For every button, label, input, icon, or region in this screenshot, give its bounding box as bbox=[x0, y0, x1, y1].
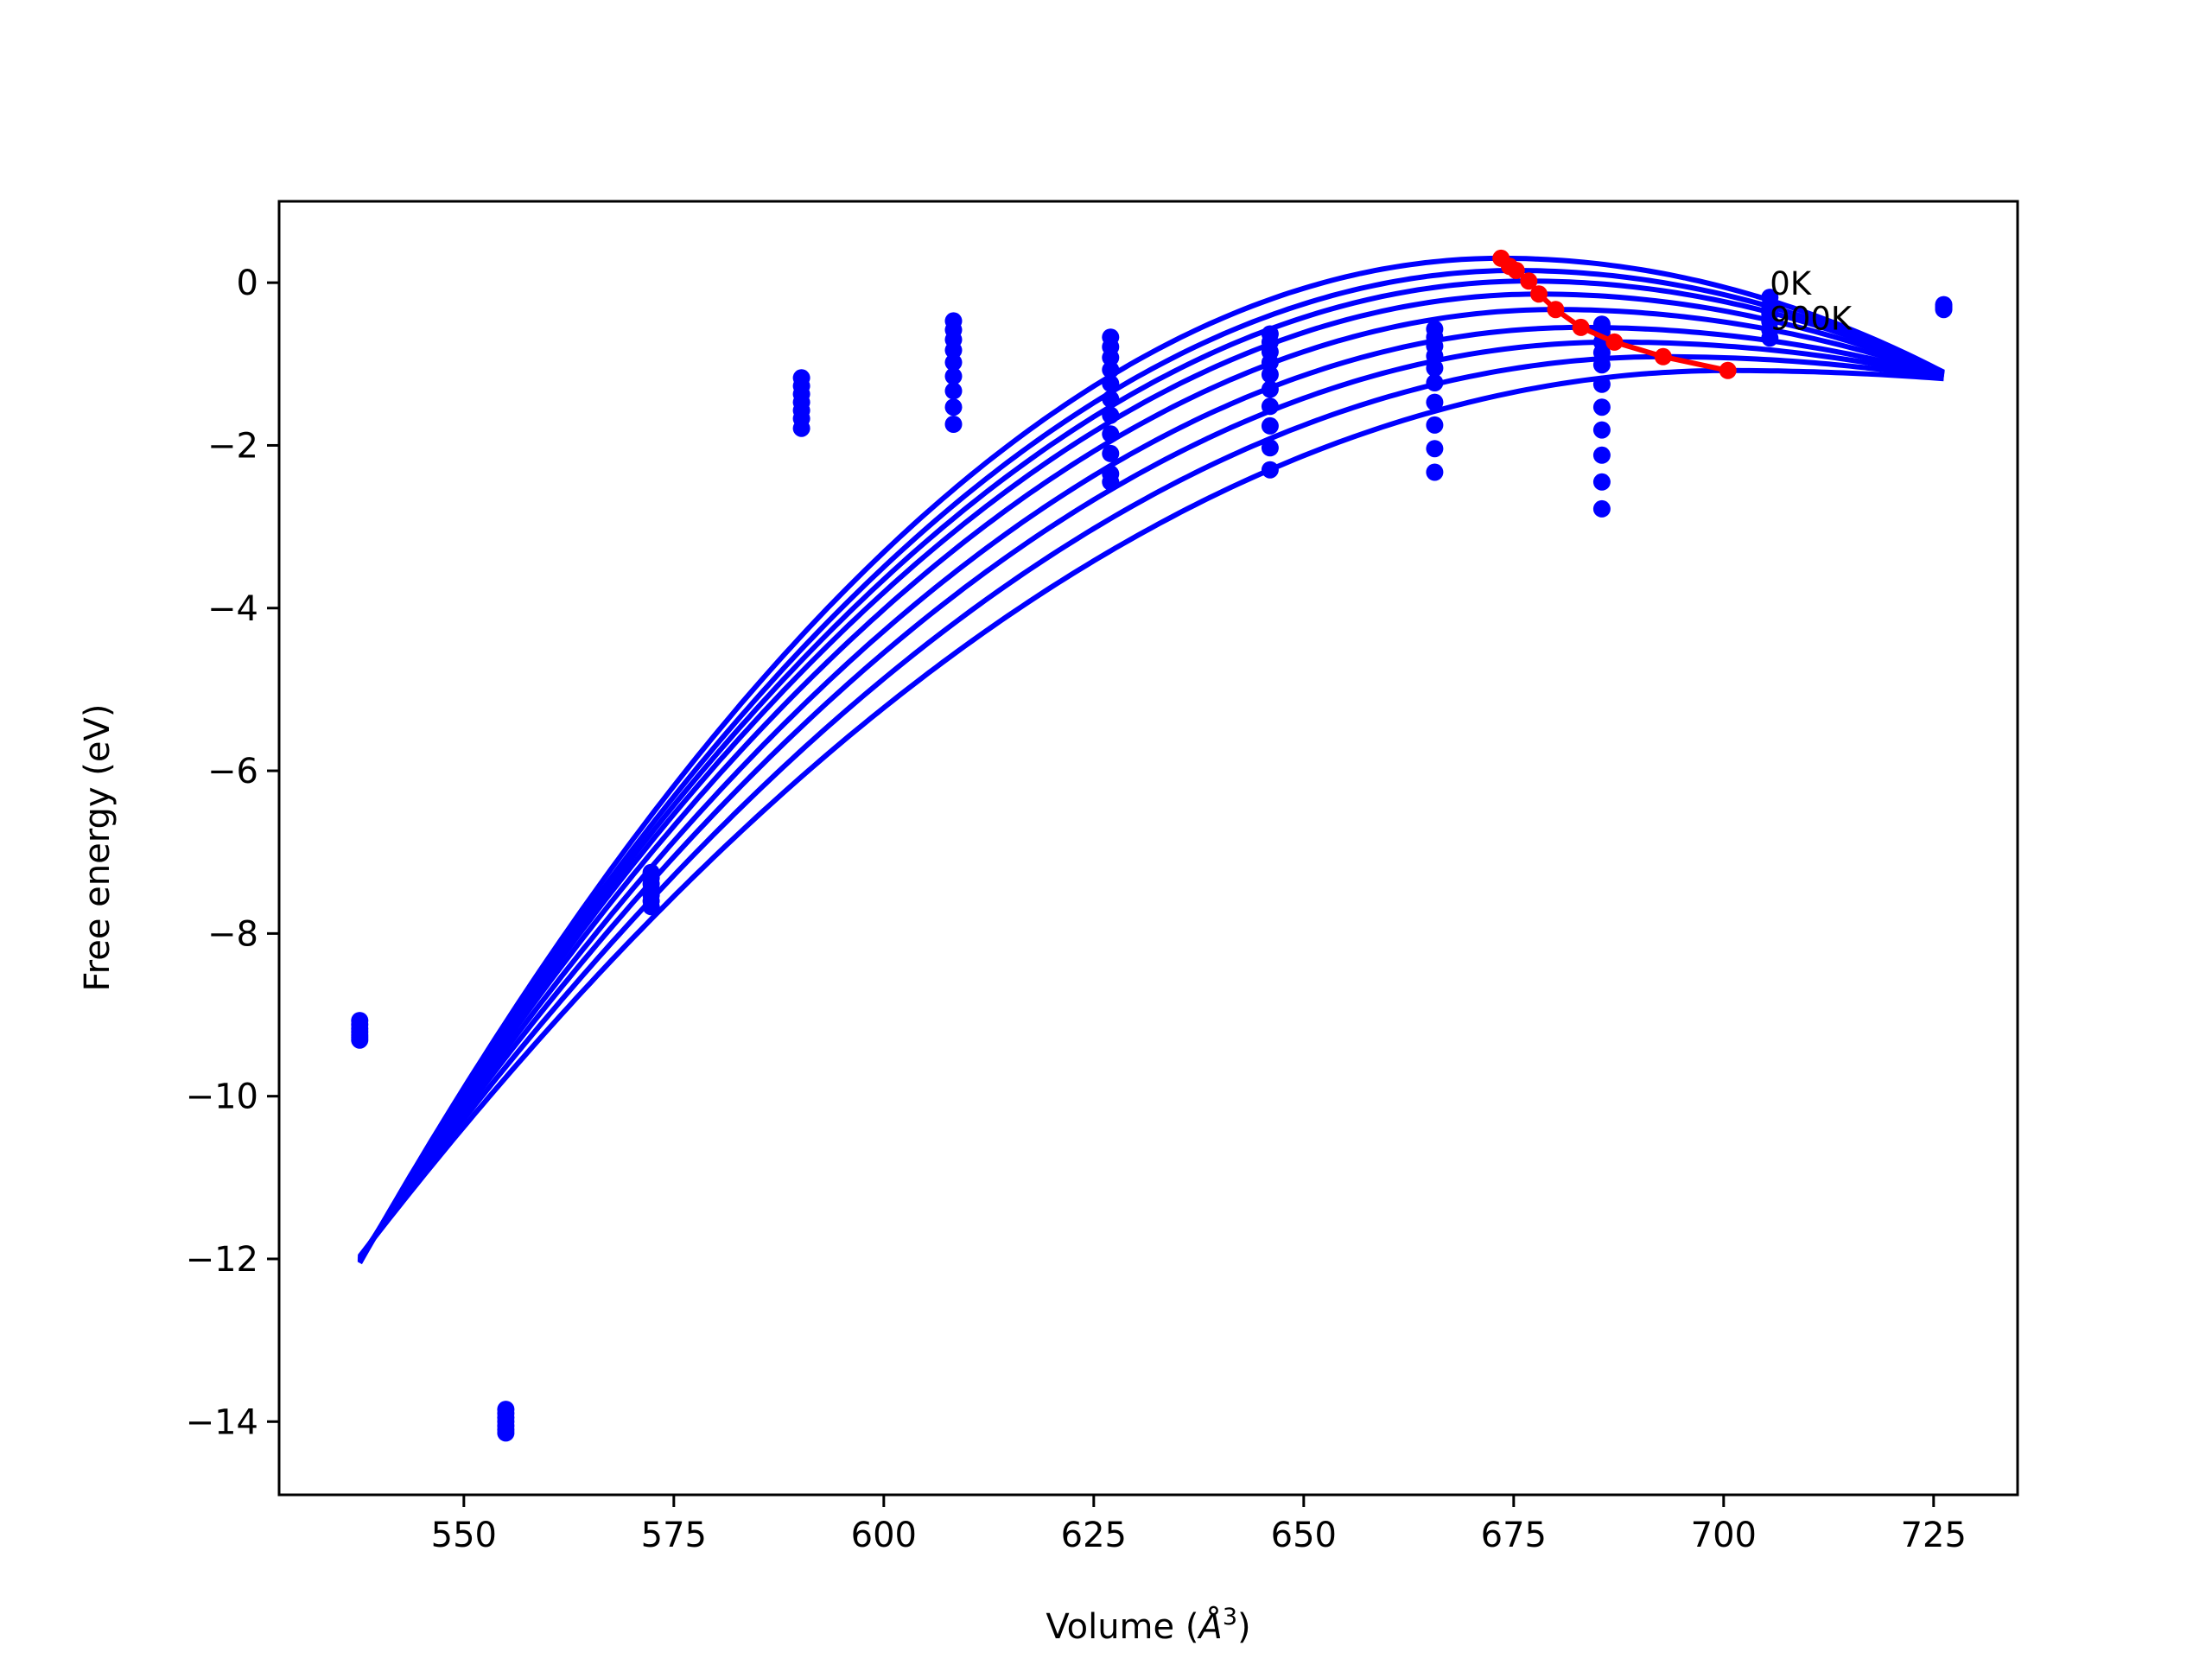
minimum-point bbox=[1507, 262, 1525, 279]
data-point bbox=[1426, 393, 1444, 411]
y-tick-label: −8 bbox=[207, 914, 258, 954]
temperature-label-0k: 0K bbox=[1770, 265, 1813, 302]
x-tick-label: 650 bbox=[1271, 1516, 1337, 1555]
data-point bbox=[944, 341, 963, 359]
x-tick-label: 600 bbox=[851, 1516, 917, 1555]
y-tick-label: −12 bbox=[186, 1240, 258, 1280]
x-tick-label: 675 bbox=[1481, 1516, 1547, 1555]
minimum-point bbox=[1654, 347, 1672, 365]
data-point bbox=[1592, 421, 1611, 439]
data-point bbox=[1261, 416, 1279, 435]
data-point bbox=[1102, 406, 1120, 424]
data-point bbox=[1426, 463, 1444, 481]
y-axis: 0 −2 −4 −6 −8 −10 −12 −14 bbox=[186, 264, 279, 1442]
fit-curve-600k bbox=[357, 339, 1945, 1260]
data-point bbox=[497, 1424, 515, 1442]
fit-curves bbox=[357, 255, 1945, 1265]
fit-curve-400k bbox=[357, 307, 1945, 1262]
data-point bbox=[1102, 374, 1120, 392]
temperature-label-900k: 900K bbox=[1770, 301, 1853, 338]
fit-curve-500k bbox=[357, 324, 1945, 1261]
data-point bbox=[944, 353, 963, 372]
fit-curve-0k bbox=[357, 255, 1945, 1265]
data-point bbox=[792, 419, 810, 437]
data-point bbox=[642, 898, 660, 916]
y-tick-label: −14 bbox=[186, 1402, 258, 1442]
minimum-point bbox=[1520, 272, 1538, 290]
fit-curve-100k bbox=[357, 268, 1945, 1264]
data-point bbox=[1426, 346, 1444, 365]
data-point bbox=[1592, 375, 1611, 393]
y-tick-label: −10 bbox=[186, 1077, 258, 1117]
data-point bbox=[351, 1031, 369, 1049]
data-point bbox=[1592, 344, 1611, 362]
data-point bbox=[1935, 301, 1953, 319]
y-tick-label: 0 bbox=[237, 264, 258, 303]
data-point bbox=[1592, 473, 1611, 491]
plot-frame bbox=[277, 200, 2019, 1497]
data-point bbox=[1102, 425, 1120, 443]
minimum-point bbox=[1547, 301, 1565, 319]
minimum-point bbox=[1605, 333, 1624, 351]
data-point bbox=[1261, 365, 1279, 384]
y-tick-label: −4 bbox=[207, 589, 258, 629]
data-point bbox=[1426, 416, 1444, 434]
data-point bbox=[1761, 329, 1779, 347]
fit-curve-200k bbox=[357, 278, 1945, 1263]
minimum-point bbox=[1530, 285, 1548, 303]
x-tick-label: 700 bbox=[1691, 1516, 1757, 1555]
minimum-point bbox=[1719, 361, 1737, 379]
x-tick-label: 625 bbox=[1061, 1516, 1127, 1555]
minimum-point bbox=[1572, 318, 1590, 336]
x-axis: 550 575 600 625 650 675 700 725 bbox=[431, 1495, 1967, 1555]
data-point bbox=[1102, 360, 1120, 378]
fit-curve-800k bbox=[357, 367, 1944, 1258]
plot-area bbox=[279, 201, 2018, 1495]
data-point bbox=[944, 416, 963, 433]
data-point bbox=[1102, 348, 1120, 366]
y-tick-label: −6 bbox=[207, 752, 258, 791]
data-point bbox=[944, 382, 963, 400]
data-point bbox=[1261, 353, 1279, 372]
data-point bbox=[1102, 444, 1120, 462]
data-point bbox=[1261, 397, 1279, 416]
x-axis-label: Volume (Å3) bbox=[1046, 1604, 1250, 1647]
data-point bbox=[1592, 499, 1611, 518]
data-point bbox=[1592, 398, 1611, 416]
data-points bbox=[351, 289, 1953, 1442]
x-tick-label: 575 bbox=[641, 1516, 707, 1555]
y-tick-label: −2 bbox=[207, 426, 258, 466]
data-point bbox=[1102, 473, 1120, 491]
data-point bbox=[944, 398, 963, 416]
data-point bbox=[1426, 359, 1444, 377]
data-point bbox=[1592, 446, 1611, 464]
data-point bbox=[1102, 390, 1120, 408]
fit-curve-700k bbox=[357, 353, 1944, 1259]
x-tick-label: 725 bbox=[1901, 1516, 1967, 1555]
data-point bbox=[1426, 374, 1444, 391]
data-point bbox=[944, 367, 963, 385]
data-point bbox=[1592, 356, 1611, 374]
x-tick-label: 550 bbox=[431, 1516, 497, 1555]
data-point bbox=[1261, 439, 1279, 457]
data-point bbox=[1426, 440, 1444, 458]
data-point bbox=[1261, 461, 1279, 479]
fit-curve-300k bbox=[357, 291, 1945, 1262]
y-axis-label: Free energy (eV) bbox=[78, 704, 118, 992]
data-point bbox=[1261, 380, 1279, 398]
minima-series bbox=[1492, 249, 1737, 379]
